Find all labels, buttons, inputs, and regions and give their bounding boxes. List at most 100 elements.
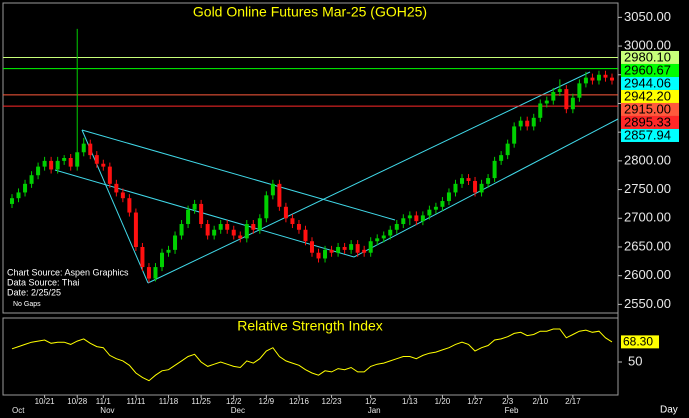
- candle-body: [492, 160, 497, 179]
- note: Chart Source: Aspen Graphics: [7, 267, 129, 277]
- candle-body: [460, 178, 464, 184]
- month-label: Feb: [505, 406, 519, 415]
- level-label-box: [621, 63, 679, 77]
- candle-body: [10, 198, 14, 204]
- x-unit: Day: [660, 405, 678, 416]
- candle-body: [55, 160, 60, 170]
- x-tick-label: 2/10: [532, 397, 548, 406]
- candle-body: [160, 252, 164, 268]
- note: Data Source: Thai: [7, 277, 79, 287]
- candle-body: [518, 120, 523, 127]
- candle-body: [36, 166, 41, 176]
- candle-body: [218, 224, 223, 230]
- candle-body: [283, 206, 288, 219]
- candle-body: [401, 218, 406, 225]
- month-label: Jan: [368, 406, 381, 415]
- x-tick-label: 12/9: [259, 397, 275, 406]
- month-label: Nov: [100, 406, 114, 415]
- x-tick-label: 12/23: [322, 397, 343, 406]
- candle-body: [446, 192, 451, 202]
- candle-body: [186, 209, 191, 225]
- candle-body: [42, 160, 47, 167]
- candle-body: [590, 77, 595, 81]
- candle-body: [355, 244, 360, 253]
- candle-body: [16, 192, 21, 199]
- candle-body: [466, 178, 471, 181]
- x-tick-label: 2/17: [565, 397, 581, 406]
- candle-body: [564, 89, 569, 110]
- candle-body: [205, 224, 210, 236]
- candle-body: [544, 100, 549, 104]
- candle-body: [499, 155, 504, 161]
- candle-body: [342, 246, 347, 250]
- candle-body: [166, 249, 171, 253]
- level-label-box: [621, 102, 679, 116]
- candle-body: [231, 229, 236, 236]
- candle-body: [238, 235, 243, 239]
- candle-body: [603, 74, 608, 78]
- candle-body: [329, 249, 334, 253]
- candle-body: [336, 246, 341, 253]
- candle-body: [257, 218, 262, 230]
- candle-body: [453, 183, 458, 193]
- candle-body: [68, 158, 73, 167]
- note: Date: 2/25/25: [7, 287, 61, 297]
- level-label: 2895.33: [624, 114, 671, 129]
- candle-body: [62, 158, 67, 161]
- candle-body: [94, 155, 99, 164]
- trend-line: [81, 129, 396, 221]
- candle-body: [381, 235, 386, 239]
- candle-body: [531, 117, 536, 127]
- y-tick-label: 2750.00: [624, 181, 671, 196]
- x-tick-label: 11/25: [191, 397, 211, 406]
- x-tick-label: 1/2: [365, 397, 377, 406]
- candle-body: [140, 246, 145, 268]
- candle-body: [310, 241, 314, 253]
- candle-body: [583, 77, 588, 84]
- value-label: 68.30: [623, 335, 653, 349]
- candle-body: [153, 267, 158, 279]
- rsi-line: [11, 328, 613, 382]
- candle-body: [323, 249, 328, 259]
- candle-body: [296, 224, 301, 230]
- candle-body: [525, 120, 530, 127]
- x-tick-label: 1/13: [402, 397, 418, 406]
- y-tick-label: 2700.00: [624, 210, 671, 225]
- candle-body: [264, 195, 269, 219]
- x-tick-label: 11/18: [159, 397, 179, 406]
- candle-body: [473, 180, 478, 193]
- candle-body: [440, 201, 445, 207]
- candle-body: [316, 252, 321, 259]
- candle-body: [349, 244, 354, 250]
- trend-lines: [54, 71, 619, 284]
- candle-body: [225, 224, 230, 230]
- level-label: 2857.94: [624, 127, 671, 142]
- candle-body: [146, 267, 151, 279]
- y-tick-label: 3050.00: [624, 9, 671, 24]
- candle-body: [212, 229, 217, 236]
- x-tick-label: 10/28: [67, 397, 88, 406]
- level-label: 2944.06: [624, 75, 671, 90]
- y-tick-label: 2800.00: [624, 152, 671, 167]
- candle-body: [127, 198, 132, 213]
- candle-body: [88, 143, 93, 156]
- candle-body: [244, 224, 249, 239]
- x-tick-label: 12/16: [289, 397, 310, 406]
- level-label-box: [621, 128, 679, 142]
- candle-body: [251, 224, 256, 230]
- candle-body: [303, 229, 308, 242]
- candle-body: [114, 183, 119, 193]
- candle-body: [420, 215, 425, 222]
- level-label: 2942.20: [624, 88, 671, 103]
- candle-body: [577, 83, 582, 98]
- candle-body: [414, 215, 419, 222]
- candle-body: [368, 241, 373, 253]
- trend-line: [81, 129, 149, 284]
- month-label: Oct: [12, 406, 25, 415]
- x-tick-label: 11/11: [126, 397, 145, 406]
- candle-body: [101, 163, 106, 167]
- candle-body: [557, 89, 562, 92]
- rsi-title: Relative Strength Index: [237, 318, 383, 334]
